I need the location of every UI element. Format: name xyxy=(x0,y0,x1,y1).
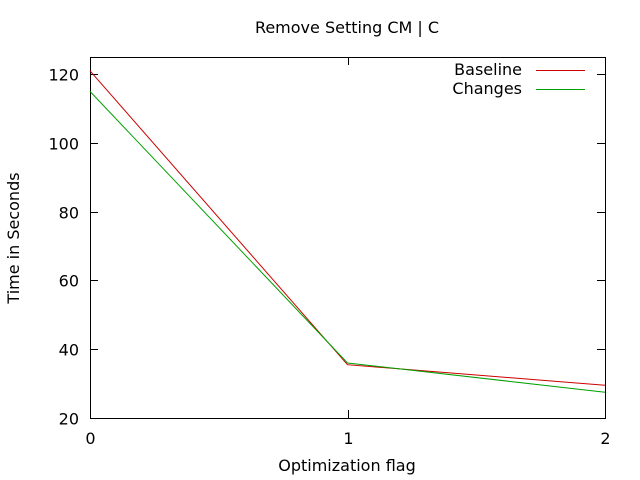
chart-title: Remove Setting CM | C xyxy=(255,18,439,37)
series-lines xyxy=(89,70,606,393)
y-axis: 20 40 60 80 100 120 xyxy=(48,66,605,429)
y-tick-label: 20 xyxy=(59,410,79,429)
y-tick-label: 60 xyxy=(59,272,79,291)
y-tick-label: 80 xyxy=(59,204,79,223)
series-line-baseline xyxy=(89,70,606,386)
legend-label-baseline: Baseline xyxy=(454,60,522,79)
series-line-changes xyxy=(89,91,606,393)
y-tick-label: 40 xyxy=(59,341,79,360)
y-tick-label: 100 xyxy=(48,135,79,154)
x-tick-label: 1 xyxy=(343,429,353,448)
y-axis-label: Time in Seconds xyxy=(4,172,23,304)
y-tick-label: 120 xyxy=(48,66,79,85)
legend-label-changes: Changes xyxy=(452,79,522,98)
x-tick-label: 2 xyxy=(600,429,610,448)
x-axis-label: Optimization flag xyxy=(278,456,415,475)
x-axis: 0 1 2 xyxy=(85,57,611,448)
x-tick-label: 0 xyxy=(85,429,95,448)
